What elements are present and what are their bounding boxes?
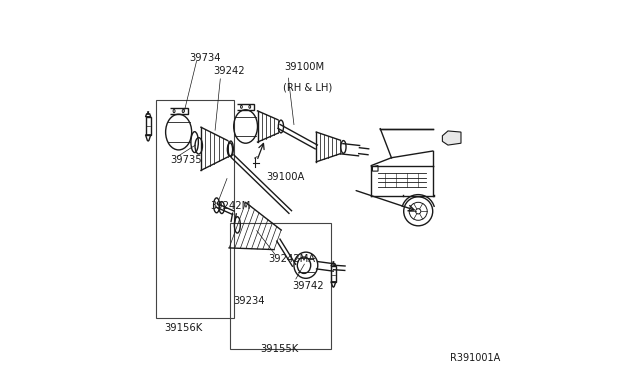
- Text: 39735: 39735: [170, 155, 202, 165]
- Text: 39156K: 39156K: [164, 323, 203, 333]
- Text: 39242: 39242: [213, 67, 244, 76]
- Text: R391001A: R391001A: [450, 353, 500, 363]
- Bar: [156, 100, 234, 318]
- Text: 39242M: 39242M: [211, 202, 250, 211]
- Bar: [230, 223, 331, 349]
- Text: 39234: 39234: [234, 296, 265, 306]
- Text: 39734: 39734: [189, 53, 221, 62]
- Text: 39742: 39742: [292, 282, 324, 291]
- Text: (RH & LH): (RH & LH): [283, 83, 332, 92]
- Text: 39100M: 39100M: [285, 62, 324, 72]
- Text: 39242MA: 39242MA: [268, 254, 315, 263]
- Polygon shape: [442, 131, 461, 145]
- Text: 39155K: 39155K: [260, 344, 298, 354]
- Text: 39100A: 39100A: [266, 172, 305, 182]
